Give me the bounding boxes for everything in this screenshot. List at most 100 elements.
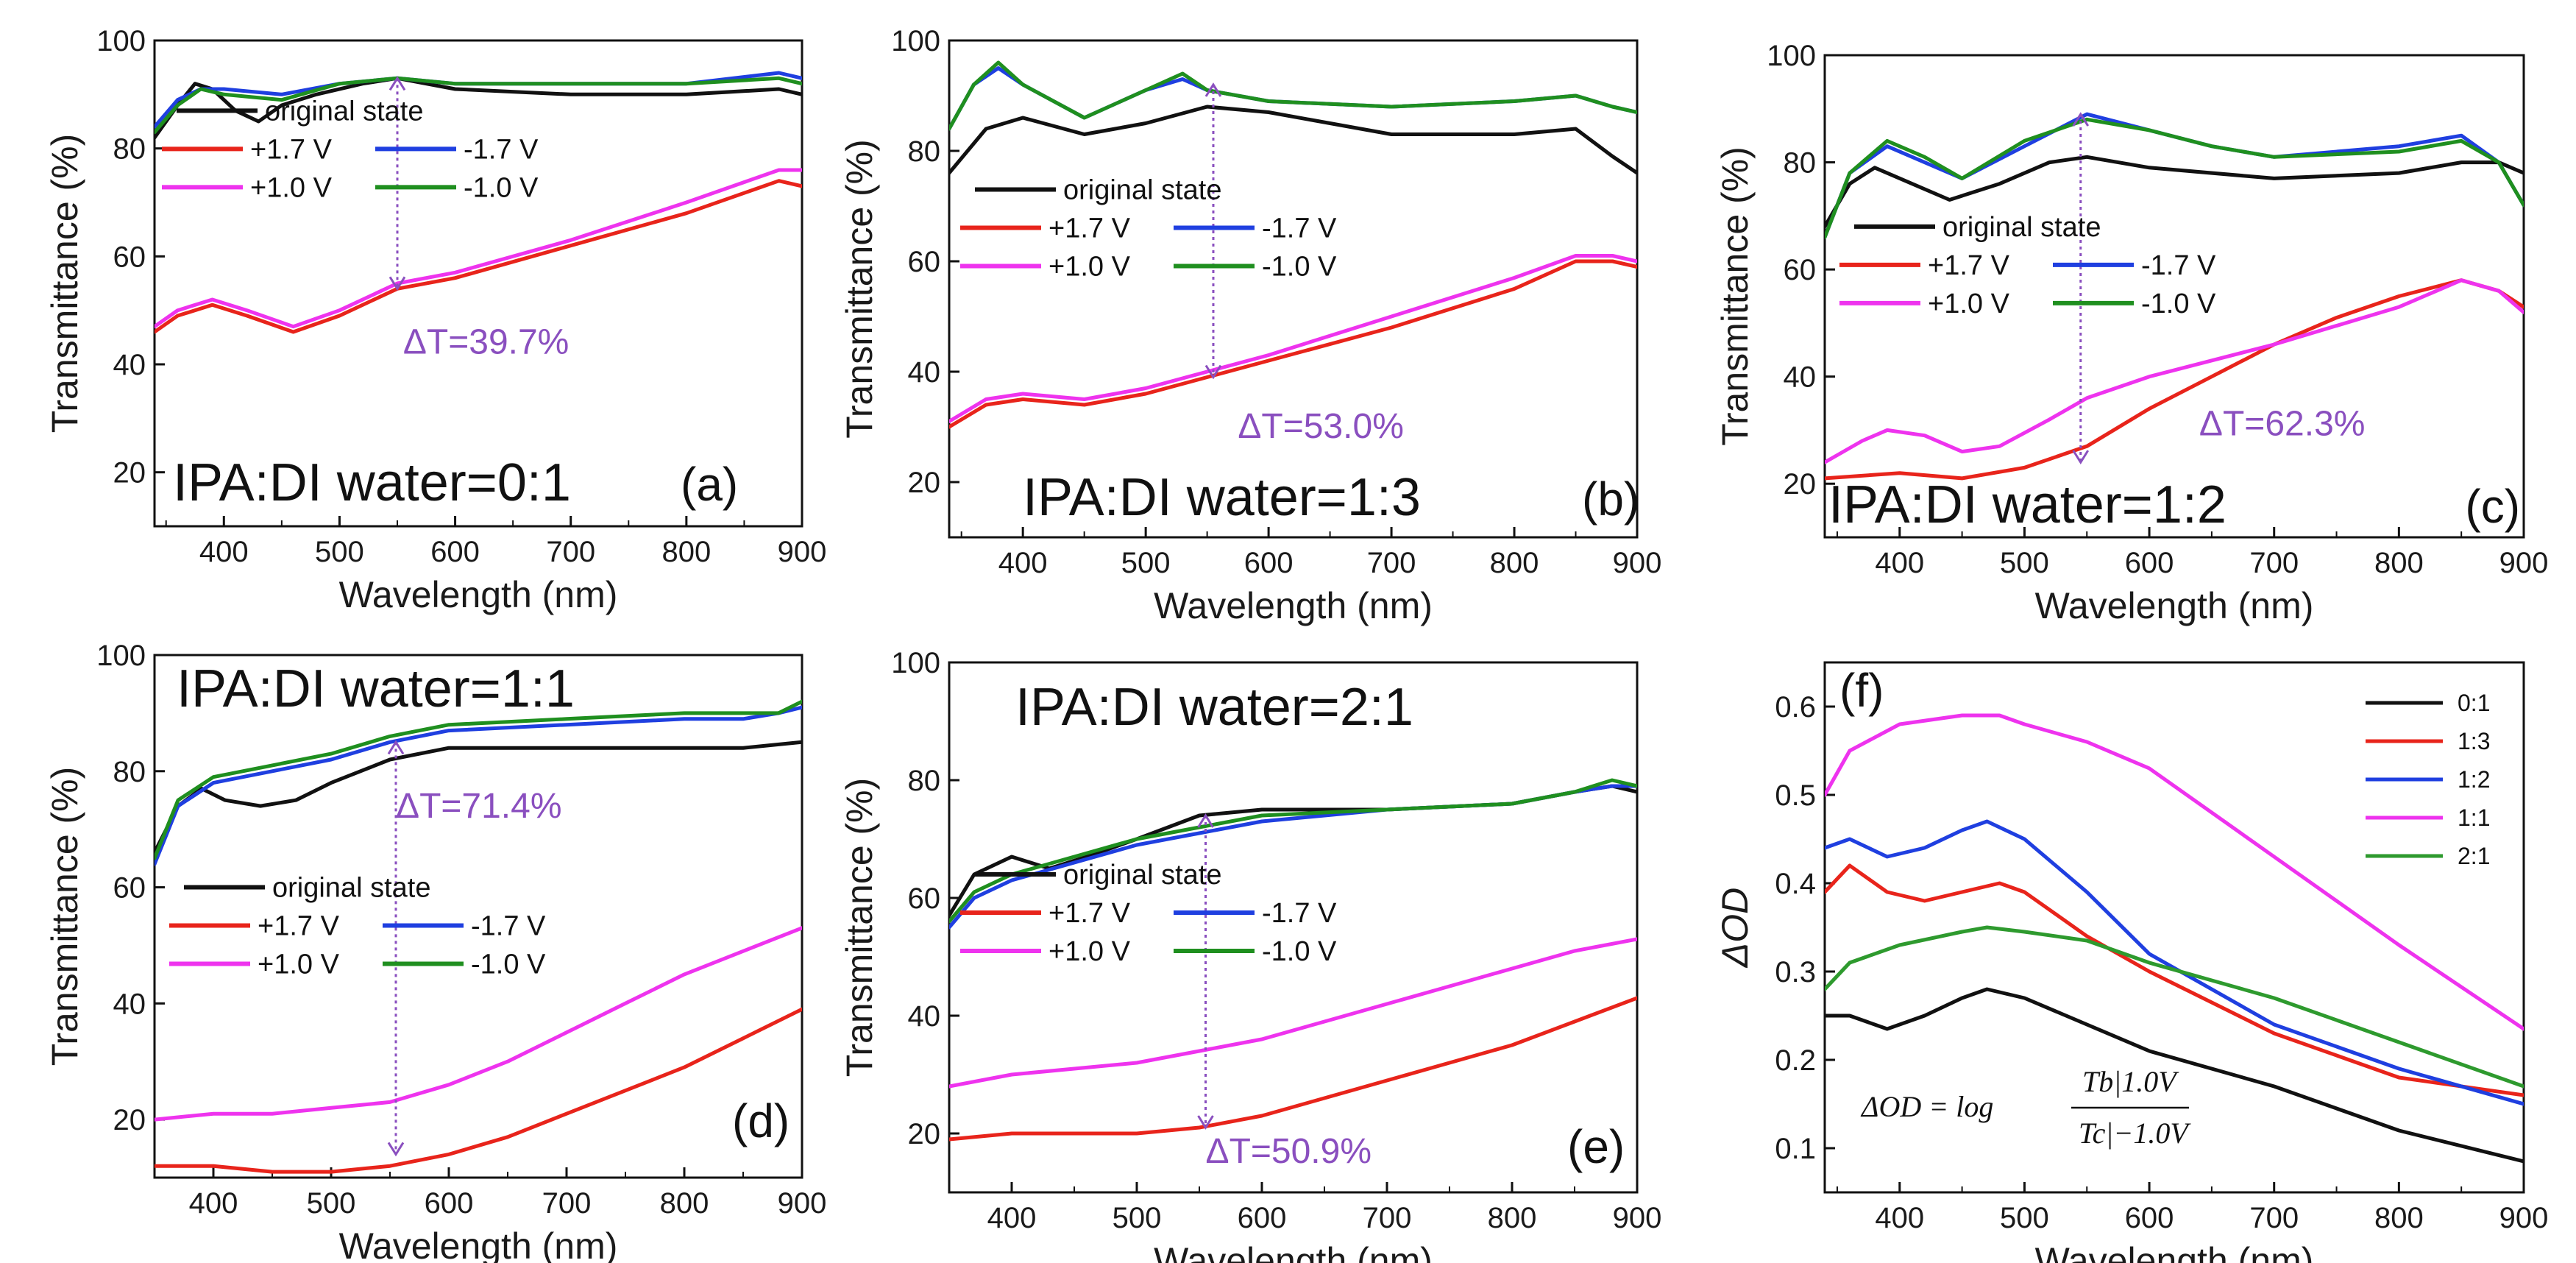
legend-label-e-2: -1.7 V [1262, 898, 1337, 929]
x-tick-label-d-5: 900 [778, 1187, 827, 1220]
x-tick-label-e-2: 600 [1238, 1202, 1287, 1234]
y-tick-label-e-0: 20 [908, 1118, 941, 1150]
y-axis-label-c: Transmittance (%) [1714, 146, 1756, 446]
legend-label-c-1: +1.7 V [1928, 250, 2010, 281]
legend-label-f-2: 1:2 [2458, 766, 2490, 793]
delta-arrow-head-top-b [1204, 82, 1222, 97]
delta-t-label-e: ΔT=50.9% [1206, 1132, 1372, 1171]
x-tick-label-c-2: 600 [2125, 547, 2174, 579]
series-line-d-1 [155, 705, 802, 866]
legend-label-f-3: 1:1 [2458, 804, 2490, 831]
panel-d: 400 500 600 700 800 900 20 40 60 80 100 Wavelength … [44, 640, 826, 1263]
legend-label-d-1: +1.7 V [258, 911, 340, 942]
y-tick-label-b-0: 20 [908, 467, 941, 499]
y-tick-label-f-0: 0.1 [1775, 1133, 1816, 1165]
series-line-b-4 [949, 254, 1637, 423]
x-tick-label-f-1: 500 [2000, 1202, 2049, 1234]
legend-label-c-3: +1.0 V [1928, 289, 2010, 319]
plot-frame-b [948, 39, 1639, 539]
y-tick-label-d-4: 100 [96, 640, 146, 672]
panel-title-c: IPA:DI water=1:2 [1828, 475, 2226, 534]
series-line-e-4 [949, 937, 1637, 1089]
legend-label-d-4: -1.0 V [471, 949, 546, 980]
series-line-a-3 [155, 179, 802, 334]
delta-t-label-b: ΔT=53.0% [1238, 407, 1404, 446]
x-axis-label-c: Wavelength (nm) [2035, 585, 2314, 626]
y-axis-label-a: Transmittance (%) [44, 134, 85, 434]
delta-t-label-a: ΔT=39.7% [403, 322, 570, 361]
delta-arrow-head-bottom-e [1197, 1115, 1214, 1130]
x-tick-label-f-0: 400 [1875, 1202, 1924, 1234]
series-line-e-3 [949, 996, 1637, 1142]
series-line-d-3 [155, 1007, 802, 1174]
y-tick-label-e-3: 80 [908, 765, 941, 797]
panel-a: 400 500 600 700 800 900 20 40 60 80 100 Wavelength … [44, 25, 826, 615]
series-line-c-2 [1825, 117, 2524, 239]
y-tick-label-a-2: 60 [113, 241, 146, 273]
panel-letter-f: (f) [1839, 664, 1884, 717]
y-tick-label-f-3: 0.4 [1775, 868, 1816, 900]
delta-t-label-c: ΔT=62.3% [2199, 405, 2366, 444]
series-line-a-4 [155, 168, 802, 329]
x-tick-label-a-0: 400 [199, 536, 249, 568]
formula-denominator: Tc|−1.0V [2079, 1117, 2191, 1150]
panel-letter-d: (d) [732, 1094, 790, 1147]
x-tick-label-c-3: 700 [2249, 547, 2299, 579]
series-line-d-2 [155, 699, 802, 860]
series-line-f-3 [1825, 713, 2524, 1031]
x-tick-label-f-5: 900 [2499, 1202, 2549, 1234]
series-line-d-4 [155, 926, 802, 1122]
x-tick-label-e-5: 900 [1613, 1202, 1662, 1234]
formula-numerator: Tb|1.0V [2082, 1065, 2179, 1098]
legend-label-a-0: original state [265, 96, 423, 127]
panel-title-e: IPA:DI water=2:1 [1015, 678, 1413, 737]
series-line-a-2 [155, 76, 802, 135]
series-line-f-2 [1825, 819, 2524, 1106]
y-tick-label-c-0: 20 [1784, 468, 1817, 500]
x-tick-label-b-4: 800 [1490, 547, 1539, 579]
legend-label-c-0: original state [1942, 212, 2101, 243]
y-tick-label-d-1: 40 [113, 988, 146, 1020]
y-tick-label-f-4: 0.5 [1775, 779, 1816, 812]
y-tick-label-b-3: 80 [908, 135, 941, 168]
delta-arrow-head-top-a [388, 76, 406, 91]
legend-label-e-1: +1.7 V [1049, 898, 1131, 929]
x-tick-label-a-3: 700 [546, 536, 595, 568]
legend-label-b-3: +1.0 V [1049, 252, 1131, 283]
y-tick-label-e-1: 40 [908, 1000, 941, 1033]
x-tick-label-b-0: 400 [998, 547, 1048, 579]
x-tick-label-f-3: 700 [2249, 1202, 2299, 1234]
y-tick-label-d-0: 20 [113, 1104, 146, 1136]
y-tick-label-e-2: 60 [908, 882, 941, 915]
x-tick-label-d-4: 800 [660, 1187, 709, 1220]
x-tick-label-c-1: 500 [2000, 547, 2049, 579]
y-tick-label-d-2: 60 [113, 872, 146, 905]
legend-label-a-3: +1.0 V [250, 172, 333, 203]
panel-b: 400 500 600 700 800 900 20 40 60 80 100 Wavelength … [839, 25, 1661, 626]
x-tick-label-a-5: 900 [778, 536, 827, 568]
y-tick-label-c-3: 80 [1784, 147, 1817, 180]
formula-lhs: ΔOD = log [1860, 1090, 1993, 1123]
x-axis-label-f: Wavelength (nm) [2035, 1240, 2314, 1263]
y-tick-label-d-3: 80 [113, 756, 146, 788]
x-tick-label-b-5: 900 [1613, 547, 1662, 579]
series-line-a-0 [155, 76, 802, 140]
y-tick-label-a-1: 40 [113, 349, 146, 381]
legend-label-e-0: original state [1063, 860, 1221, 891]
delta-arrow-head-top-c [2072, 112, 2090, 127]
delta-arrow-head-bottom-d [387, 1142, 405, 1157]
y-tick-label-c-1: 40 [1784, 361, 1817, 394]
y-tick-label-a-0: 20 [113, 457, 146, 489]
delta-arrow-head-top-e [1197, 813, 1214, 828]
x-axis-label-b: Wavelength (nm) [1154, 585, 1433, 626]
panel-c: 400 500 600 700 800 900 20 40 60 80 100 Wavelength … [1714, 40, 2548, 626]
panel-letter-e: (e) [1567, 1120, 1625, 1173]
legend-label-e-3: +1.0 V [1049, 936, 1131, 967]
legend-label-a-4: -1.0 V [464, 172, 539, 203]
series-line-c-1 [1825, 112, 2524, 239]
panel-title-b: IPA:DI water=1:3 [1023, 468, 1421, 527]
delta-arrow-head-bottom-b [1204, 364, 1222, 380]
legend-label-d-0: original state [272, 873, 430, 904]
y-axis-label-f: ΔOD [1714, 888, 1756, 969]
